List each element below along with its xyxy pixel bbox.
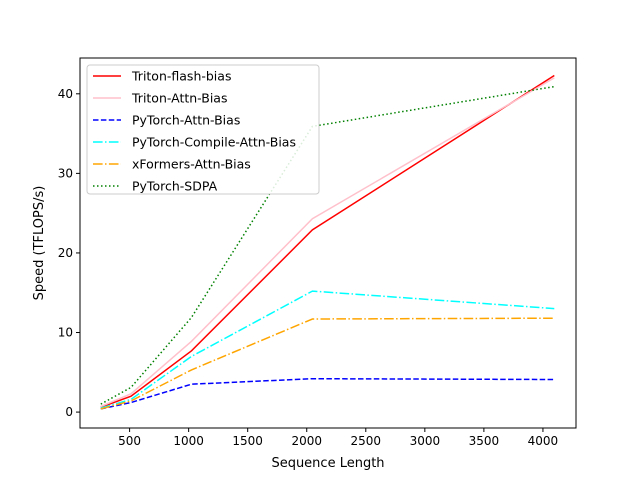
legend-label: PyTorch-Compile-Attn-Bias	[132, 135, 296, 150]
y-tick-label: 10	[58, 326, 73, 340]
x-axis-label: Sequence Length	[271, 456, 384, 471]
series-line	[100, 290, 555, 409]
legend-label: Triton-flash-bias	[131, 69, 231, 84]
series-line	[100, 377, 555, 410]
x-tick-label: 500	[118, 434, 141, 448]
legend-label: xFormers-Attn-Bias	[132, 157, 251, 172]
axes-frame	[79, 57, 577, 429]
x-tick-label: 1000	[173, 434, 204, 448]
y-tick-label: 0	[65, 405, 73, 419]
y-tick-label: 30	[58, 166, 73, 180]
legend-label: Triton-Attn-Bias	[131, 91, 227, 106]
legend-label: PyTorch-SDPA	[132, 179, 218, 194]
legend-label: PyTorch-Attn-Bias	[132, 113, 240, 128]
series-line	[100, 317, 555, 410]
x-axis-ticks: 500 1000 1500 2000 2500 3000 3500 4000	[118, 428, 558, 448]
legend-box	[86, 64, 320, 195]
y-axis-label: Speed (TFLOPS/s)	[32, 186, 47, 301]
x-tick-label: 4000	[528, 434, 559, 448]
series-line	[100, 74, 555, 409]
y-axis-ticks: 0 10 20 30 40	[58, 87, 80, 419]
x-tick-label: 1500	[232, 434, 263, 448]
legend: Triton-flash-bias Triton-Attn-Bias PyTorch…	[86, 64, 320, 195]
series-line	[100, 77, 555, 408]
x-tick-label: 2500	[351, 434, 382, 448]
series-lines	[100, 74, 555, 410]
x-tick-label: 3500	[469, 434, 500, 448]
y-tick-label: 20	[58, 246, 73, 260]
x-tick-label: 3000	[410, 434, 441, 448]
y-tick-label: 40	[58, 87, 73, 101]
x-tick-label: 2000	[291, 434, 322, 448]
